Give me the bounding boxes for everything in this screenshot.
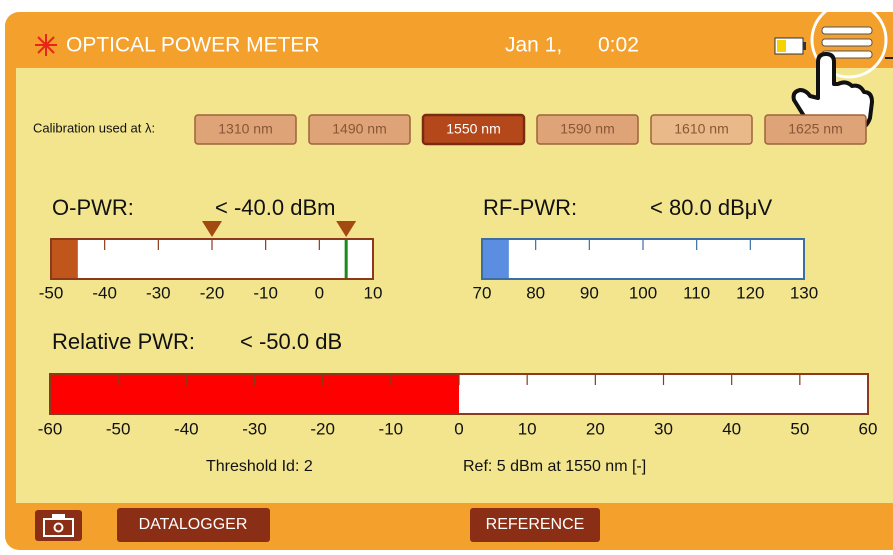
relative-pwr-label: Relative PWR:: [52, 329, 195, 354]
reference-button[interactable]: [470, 508, 600, 542]
threshold-info: Threshold Id: 2: [206, 458, 313, 475]
tick-label: -10: [253, 283, 278, 302]
laser-icon: [35, 34, 57, 56]
wavelength-button[interactable]: [308, 114, 411, 145]
gauge-border: [50, 238, 374, 280]
calibration-label: Calibration used at λ:: [33, 120, 155, 135]
wavelength-label: 1590 nm: [560, 121, 614, 137]
tick-label: -30: [242, 419, 267, 438]
gauge-level: [51, 239, 78, 279]
threshold-marker: [202, 221, 222, 237]
tick-label: 50: [790, 419, 809, 438]
wavelength-button[interactable]: [764, 114, 867, 145]
wavelength-button[interactable]: [650, 114, 753, 145]
tick-label: 70: [473, 283, 492, 302]
wavelength-button[interactable]: [421, 113, 526, 146]
relative-pwr-reading: < -50.0 dB: [240, 329, 342, 354]
camera-button[interactable]: [35, 510, 82, 541]
tick-label: -60: [38, 419, 63, 438]
tick-label: -30: [146, 283, 171, 302]
tick-label: -20: [310, 419, 335, 438]
reference-info: Ref: 5 dBm at 1550 nm [-]: [463, 458, 646, 475]
time: 0:02: [598, 34, 639, 57]
rf-pwr-reading: < 80.0 dBμV: [650, 195, 772, 220]
tick-label: 120: [736, 283, 764, 302]
tick-label: 60: [859, 419, 878, 438]
tick-label: 100: [629, 283, 657, 302]
gauge-border: [481, 238, 805, 280]
tick-label: -50: [106, 419, 131, 438]
tick-label: -50: [39, 283, 64, 302]
tick-label: -40: [92, 283, 117, 302]
app-title: OPTICAL POWER METER: [66, 34, 320, 57]
tick-label: -40: [174, 419, 199, 438]
tick-label: 110: [683, 283, 710, 302]
o-pwr-label: O-PWR:: [52, 195, 134, 220]
tick-label: 10: [518, 419, 537, 438]
wavelength-button[interactable]: [194, 114, 297, 145]
wavelength-label: 1610 nm: [674, 121, 728, 137]
datalogger-button[interactable]: [117, 508, 270, 542]
tick-label: 10: [364, 283, 383, 302]
wavelength-label: 1310 nm: [218, 121, 272, 137]
tick-label: 90: [580, 283, 599, 302]
tick-label: 20: [586, 419, 605, 438]
date: Jan 1,: [505, 34, 562, 57]
tick-label: -10: [379, 419, 404, 438]
reference-label: REFERENCE: [486, 516, 585, 533]
o-pwr-reading: < -40.0 dBm: [215, 195, 335, 220]
tick-label: 130: [790, 283, 818, 302]
wavelength-label: 1550 nm: [446, 121, 500, 137]
tick-label: 0: [315, 283, 324, 302]
gauge-level: [482, 239, 509, 279]
tick-label: 30: [654, 419, 673, 438]
wavelength-label: 1625 nm: [788, 121, 842, 137]
datalogger-label: DATALOGGER: [139, 516, 248, 533]
wavelength-button[interactable]: [536, 114, 639, 145]
tick-label: 80: [526, 283, 545, 302]
battery-icon: [774, 37, 806, 55]
rf-pwr-label: RF-PWR:: [483, 195, 577, 220]
threshold-marker: [336, 221, 357, 237]
gauge-border: [49, 373, 869, 415]
tick-label: 0: [454, 419, 463, 438]
tick-label: 40: [722, 419, 741, 438]
wavelength-label: 1490 nm: [332, 121, 386, 137]
hand-cursor: [791, 52, 874, 134]
tick-label: -20: [200, 283, 225, 302]
